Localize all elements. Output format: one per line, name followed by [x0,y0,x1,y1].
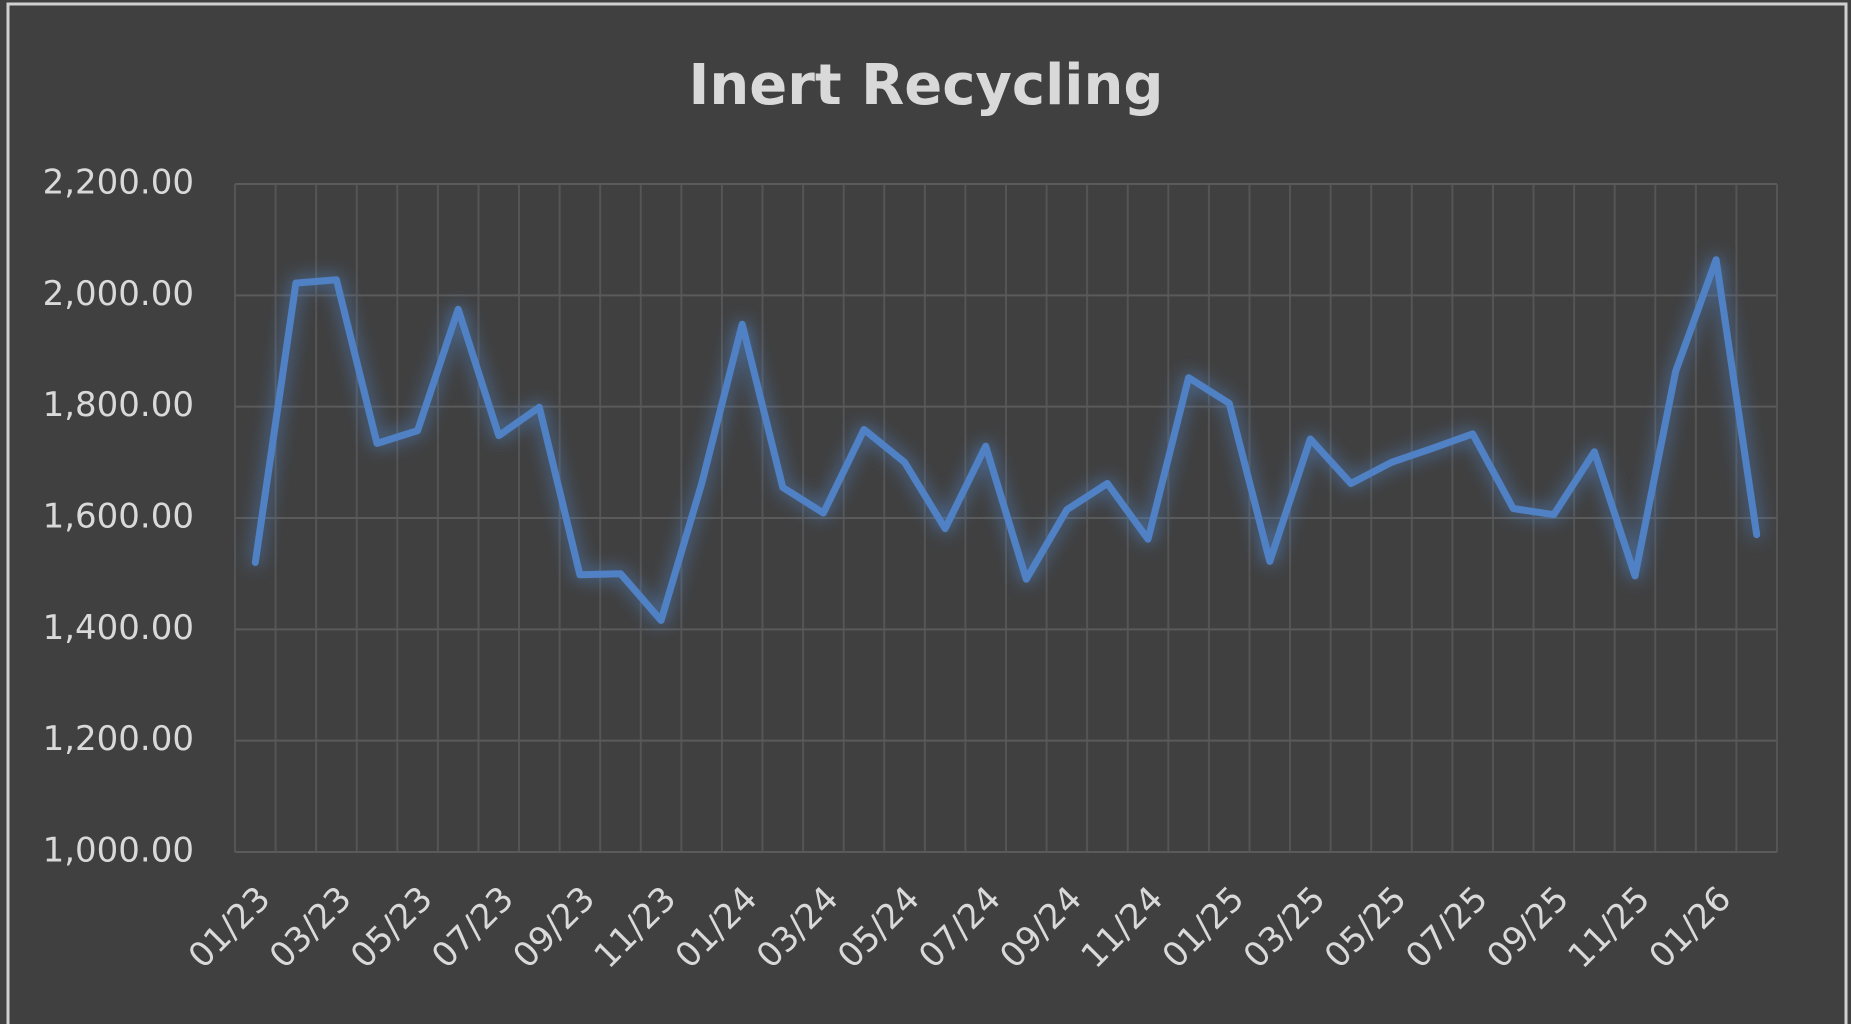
y-tick-label: 1,600.00 [43,497,194,537]
y-tick-label: 1,000.00 [43,831,194,871]
data-line [251,256,1761,624]
y-tick-label: 1,200.00 [43,719,194,759]
y-tick-label: 2,200.00 [43,163,194,203]
y-tick-label: 1,400.00 [43,608,194,648]
chart-title: Inert Recycling [689,53,1164,118]
y-tick-label: 2,000.00 [43,274,194,314]
y-tick-label: 1,800.00 [43,385,194,425]
chart-frame [6,2,1848,1024]
